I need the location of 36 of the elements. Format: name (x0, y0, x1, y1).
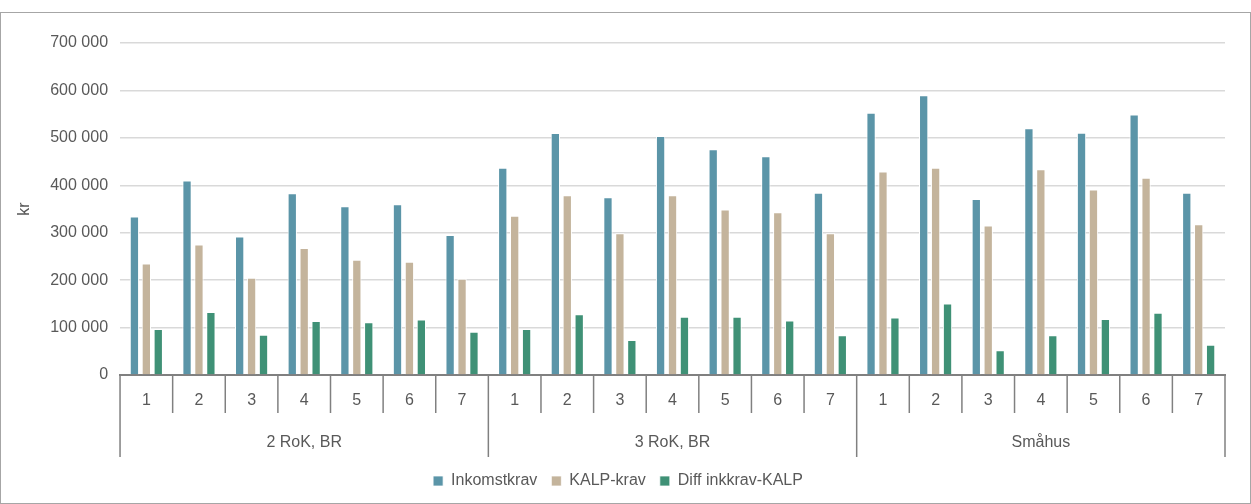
y-tick-label: 400 000 (50, 175, 109, 193)
y-tick-label: 100 000 (50, 317, 109, 335)
legend-label: Diff inkkrav-KALP (677, 471, 803, 489)
y-tick-label: 0 (99, 365, 109, 383)
y-tick-label: 600 000 (50, 80, 109, 98)
text: 3 RoK, BR (634, 433, 711, 451)
x-tick-label: 2 (562, 391, 572, 409)
x-tick-label: 3 (615, 391, 625, 409)
x-tick-label: 2 (931, 391, 941, 409)
x-tick-label: 1 (510, 391, 520, 409)
x-tick-label: 4 (668, 391, 678, 409)
x-tick-label: 5 (352, 391, 362, 409)
x-tick-label: 5 (1089, 391, 1098, 409)
x-tick-label: 7 (457, 391, 467, 409)
x-tick-label: 7 (825, 391, 835, 409)
x-tick-label: 3 (983, 391, 993, 409)
x-tick-label: 6 (1141, 391, 1151, 409)
x-tick-label: 6 (404, 391, 414, 409)
x-tick-label: 4 (1036, 391, 1046, 409)
y-tick-label: 700 000 (50, 33, 109, 51)
x-tick-label: 1 (878, 391, 888, 409)
legend-label: Inkomstkrav (451, 471, 538, 489)
y-tick-label: 300 000 (50, 223, 109, 241)
legend-label: KALP-krav (569, 471, 646, 489)
text: 2 RoK, BR (266, 433, 342, 451)
x-tick-label: 4 (299, 391, 309, 409)
x-tick-label: 7 (1194, 391, 1204, 409)
y-tick-label: 200 000 (50, 270, 109, 288)
text: Småhus (1011, 433, 1071, 451)
x-tick-label: 1 (141, 391, 151, 409)
y-axis-title: kr (15, 201, 33, 216)
x-tick-label: 6 (773, 391, 783, 409)
x-tick-label: 2 (194, 391, 204, 409)
x-tick-label: 3 (247, 391, 257, 409)
x-tick-label: 5 (720, 391, 730, 409)
y-tick-label: 500 000 (50, 128, 109, 146)
